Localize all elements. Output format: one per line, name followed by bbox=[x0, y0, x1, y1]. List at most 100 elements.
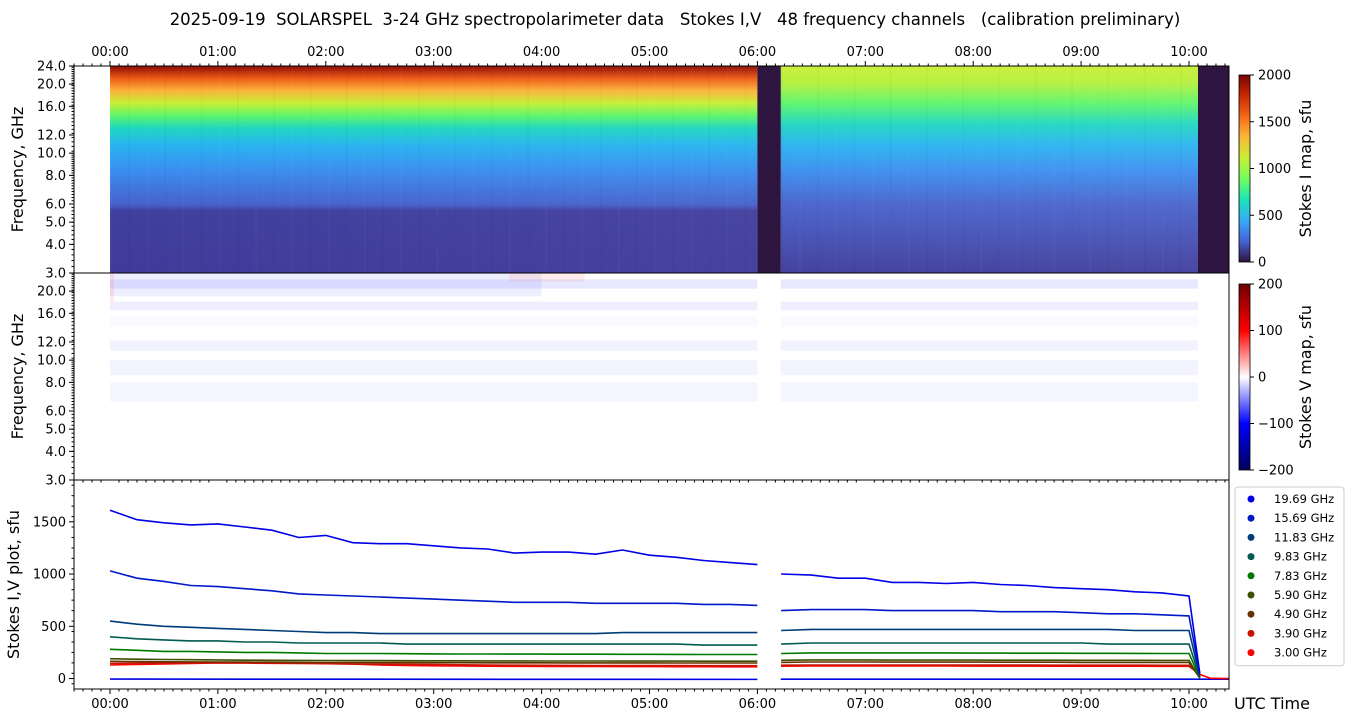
stokes-i-texture bbox=[1180, 66, 1182, 273]
stokes-i-texture bbox=[1144, 66, 1146, 273]
stokes-i-texture bbox=[618, 66, 620, 273]
series-line bbox=[781, 628, 1201, 677]
freq-tick-label: 16.0 bbox=[37, 100, 66, 115]
sfu-tick-label: 1000 bbox=[33, 568, 66, 583]
stokes-i-texture bbox=[146, 66, 148, 273]
bottom-tick-label: 10:00 bbox=[1170, 697, 1207, 712]
legend-label: 5.90 GHz bbox=[1274, 588, 1327, 602]
series-line bbox=[781, 665, 1201, 676]
series-line bbox=[109, 657, 758, 662]
stokes-v-band bbox=[110, 279, 1198, 289]
stokes-i-texture bbox=[346, 66, 348, 273]
stokes-i-texture bbox=[672, 66, 674, 273]
series-line bbox=[781, 664, 1201, 676]
bottom-tick-label: 02:00 bbox=[307, 697, 344, 712]
stokes-i-texture bbox=[690, 66, 692, 273]
stokes-i-texture bbox=[727, 66, 729, 273]
series-line bbox=[781, 659, 1201, 679]
axes-layer: 00:00 00:00 01:00 01:00 02:00 02:00 03:00 03:00… bbox=[4, 45, 1310, 713]
bottom-tick-label: 08:00 bbox=[954, 697, 991, 712]
sfu-tick-label: 500 bbox=[41, 620, 66, 635]
sfu-axis-label: Stokes I,V plot, sfu bbox=[4, 510, 23, 659]
colorbar-tick-label: 2000 bbox=[1258, 69, 1291, 84]
sfu-tick-label: 0 bbox=[58, 672, 66, 687]
colorbar-tick-label: −200 bbox=[1258, 464, 1294, 479]
top-tick-label: 04:00 bbox=[523, 45, 560, 60]
freq-axis-label-1: Frequency, GHz bbox=[8, 107, 27, 233]
bottom-tick-label: 00:00 bbox=[91, 697, 128, 712]
legend-label: 3.90 GHz bbox=[1274, 626, 1327, 640]
freq-tick-label: 8.0 bbox=[45, 169, 66, 184]
legend-label: 15.69 GHz bbox=[1274, 511, 1334, 525]
top-tick-label: 00:00 bbox=[91, 45, 128, 60]
stokes-i-texture bbox=[219, 66, 221, 273]
legend-marker bbox=[1247, 572, 1255, 580]
colorbar-tick-label: 1500 bbox=[1258, 115, 1291, 130]
stokes-i-texture bbox=[1053, 66, 1055, 273]
colorbar-1 bbox=[1238, 74, 1251, 263]
colorbar-tick-label: 0 bbox=[1258, 256, 1266, 271]
colorbar-label-1: Stokes I map, sfu bbox=[1296, 100, 1315, 238]
stokes-tail bbox=[1199, 673, 1230, 680]
bottom-tick-label: 04:00 bbox=[523, 697, 560, 712]
legend-label: 4.90 GHz bbox=[1274, 607, 1327, 621]
freq-tick-label: 3.0 bbox=[45, 267, 66, 282]
stokes-i-gap-1 bbox=[757, 66, 781, 273]
stokes-i-texture bbox=[418, 66, 420, 273]
stokes-i-texture bbox=[436, 66, 438, 273]
plot-gap bbox=[757, 574, 781, 679]
stokes-i-texture bbox=[128, 66, 130, 273]
stokes-i-texture bbox=[835, 66, 837, 273]
top-tick-label: 10:00 bbox=[1170, 45, 1207, 60]
stokes-v-positive-patch bbox=[509, 273, 585, 282]
freq-tick-label: 20.0 bbox=[37, 285, 66, 300]
stokes-i-texture bbox=[545, 66, 547, 273]
stokes-v-band bbox=[110, 340, 1198, 351]
freq-tick-label: 12.0 bbox=[37, 129, 66, 144]
stokes-i-texture bbox=[237, 66, 239, 273]
colorbar-2 bbox=[1238, 283, 1251, 471]
legend-label: 3.00 GHz bbox=[1274, 646, 1327, 660]
colorbar-label-2: Stokes V map, sfu bbox=[1296, 305, 1315, 449]
bottom-tick-label: 01:00 bbox=[199, 697, 236, 712]
stokes-i-texture bbox=[273, 66, 275, 273]
top-tick-label: 09:00 bbox=[1062, 45, 1099, 60]
top-tick-label: 08:00 bbox=[954, 45, 991, 60]
stokes-i-texture bbox=[962, 66, 964, 273]
stokes-i-fade bbox=[110, 66, 1198, 273]
stokes-i-texture bbox=[400, 66, 402, 273]
stokes-i-texture bbox=[527, 66, 529, 273]
stokes-i-texture bbox=[654, 66, 656, 273]
x-axis-label: UTC Time bbox=[1234, 694, 1310, 713]
stokes-i-gap-2 bbox=[1197, 66, 1229, 273]
legend-marker bbox=[1247, 591, 1255, 599]
freq-tick-label: 5.0 bbox=[45, 216, 66, 231]
freq-tick-label: 12.0 bbox=[37, 336, 66, 351]
stokes-i-texture bbox=[745, 66, 747, 273]
colorbar-tick-label: 200 bbox=[1258, 278, 1283, 293]
legend-marker bbox=[1247, 533, 1255, 541]
stokes-i-texture bbox=[890, 66, 892, 273]
colorbar-tick-label: 1000 bbox=[1258, 162, 1291, 177]
colorbar-tick-label: 100 bbox=[1258, 324, 1283, 339]
stokes-i-texture bbox=[799, 66, 801, 273]
stokes-i-texture bbox=[491, 66, 493, 273]
series-line bbox=[109, 636, 758, 646]
freq-tick-label: 24.0 bbox=[37, 60, 66, 75]
stokes-i-texture bbox=[164, 66, 166, 273]
series-line bbox=[109, 648, 758, 656]
stokes-i-texture bbox=[183, 66, 185, 273]
stokes-i-texture bbox=[382, 66, 384, 273]
freq-tick-label: 16.0 bbox=[37, 307, 66, 322]
bottom-tick-label: 03:00 bbox=[415, 697, 452, 712]
stokes-i-texture bbox=[563, 66, 565, 273]
stokes-i-texture bbox=[1125, 66, 1127, 273]
stokes-i-texture bbox=[872, 66, 874, 273]
freq-tick-label: 10.0 bbox=[37, 354, 66, 369]
freq-tick-label: 10.0 bbox=[37, 147, 66, 162]
stokes-i-texture bbox=[781, 66, 783, 273]
legend-marker bbox=[1247, 553, 1255, 561]
stokes-i-texture bbox=[1089, 66, 1091, 273]
stokes-v-band bbox=[110, 301, 1198, 311]
